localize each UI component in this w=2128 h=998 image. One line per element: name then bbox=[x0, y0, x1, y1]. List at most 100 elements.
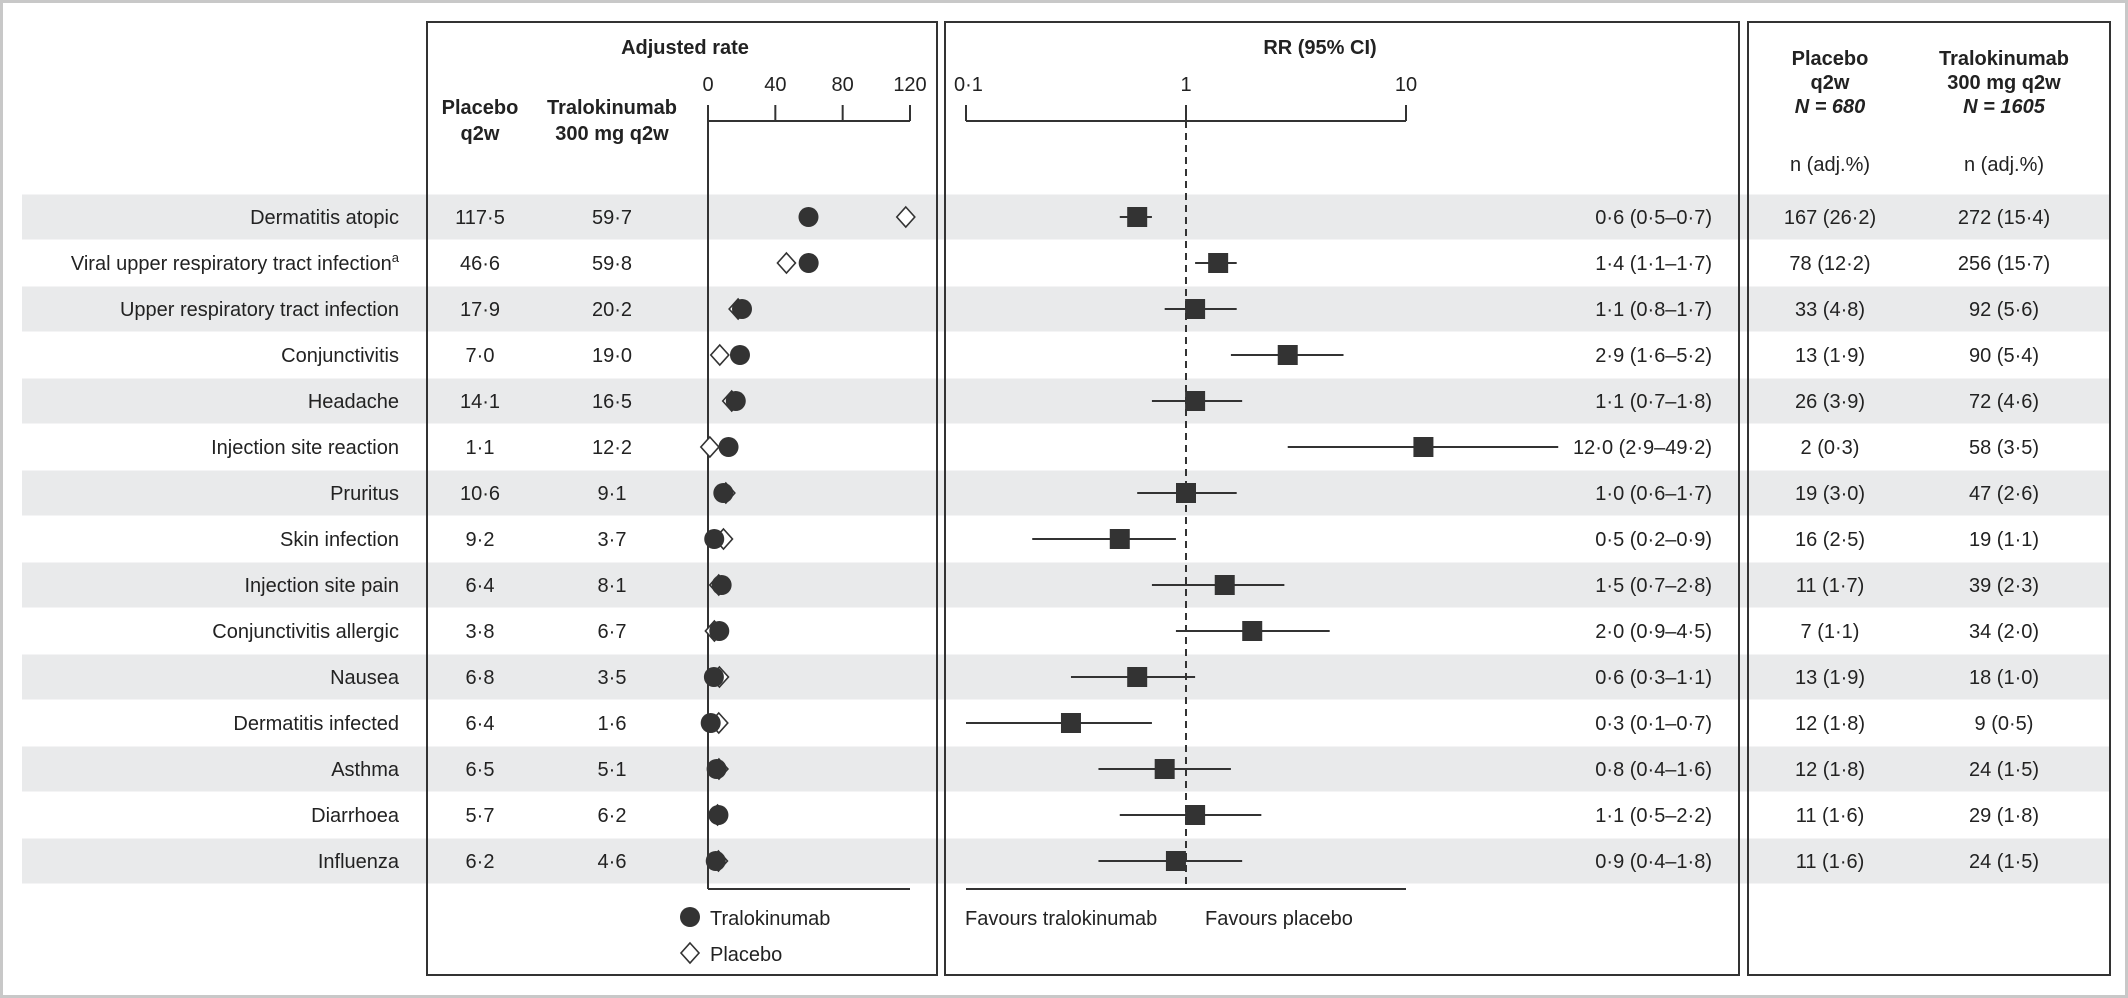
rr-estimate-square bbox=[1127, 667, 1148, 687]
tralokinumab-rate-marker bbox=[711, 575, 732, 595]
row-label: Dermatitis infected bbox=[233, 713, 399, 735]
right-tralo-header-line2: 300 mg q2w bbox=[1947, 72, 2061, 94]
tralokinumab-rate-marker bbox=[729, 345, 750, 365]
rr-ci-cell: 1·1 (0·5–2·2) bbox=[1595, 805, 1712, 827]
rr-ci-cell: 12·0 (2·9–49·2) bbox=[1573, 437, 1712, 459]
rate-panel-frame bbox=[426, 21, 938, 976]
row-label: Pruritus bbox=[330, 483, 399, 505]
row-label: Asthma bbox=[331, 759, 400, 781]
tralokinumab-rate-marker bbox=[700, 713, 721, 733]
tralo-rate-header-line2: 300 mg q2w bbox=[555, 123, 669, 145]
row-label: Diarrhoea bbox=[311, 805, 400, 827]
row-band bbox=[22, 286, 2110, 332]
row-label: Headache bbox=[308, 391, 399, 413]
tralo-n-cell: 272 (15·4) bbox=[1958, 207, 2050, 229]
rate-tick-label: 0 bbox=[702, 74, 713, 96]
tralokinumab-rate-marker bbox=[713, 483, 734, 503]
tralokinumab-rate-marker bbox=[706, 759, 727, 779]
rr-ci-cell: 0·6 (0·3–1·1) bbox=[1595, 667, 1712, 689]
row-label-text: Dermatitis atopic bbox=[250, 207, 399, 229]
rr-ci-cell: 2·0 (0·9–4·5) bbox=[1595, 621, 1712, 643]
row-label-footnote: a bbox=[392, 250, 400, 265]
placebo-rate-cell: 46·6 bbox=[460, 253, 500, 275]
placebo-rate-marker bbox=[776, 251, 797, 275]
placebo-n-cell: 16 (2·5) bbox=[1795, 529, 1865, 551]
rr-estimate-square bbox=[1154, 759, 1175, 779]
placebo-rate-cell: 5·7 bbox=[466, 805, 495, 827]
tralokinumab-rate-marker bbox=[798, 207, 819, 227]
rr-estimate-square bbox=[1208, 253, 1229, 273]
adjusted-rate-header: Adjusted rate bbox=[621, 37, 749, 59]
row-label-text: Pruritus bbox=[330, 483, 399, 505]
tralokinumab-rate-marker bbox=[732, 299, 753, 319]
placebo-rate-cell: 117·5 bbox=[455, 207, 505, 229]
row-label: Upper respiratory tract infection bbox=[120, 299, 399, 321]
placebo-n-cell: 12 (1·8) bbox=[1795, 713, 1865, 735]
rr-estimate-square bbox=[1165, 851, 1186, 871]
row-band bbox=[22, 470, 2110, 516]
placebo-rate-header-line1: Placebo bbox=[442, 97, 519, 119]
tralo-rate-cell: 4·6 bbox=[598, 851, 627, 873]
rr-estimate-square bbox=[1277, 345, 1298, 365]
tralo-rate-cell: 16·5 bbox=[592, 391, 632, 413]
placebo-rate-cell: 9·2 bbox=[466, 529, 495, 551]
placebo-rate-cell: 6·4 bbox=[466, 713, 495, 735]
tralo-rate-cell: 6·7 bbox=[598, 621, 627, 643]
tralo-n-cell: 34 (2·0) bbox=[1969, 621, 2039, 643]
row-label-text: Conjunctivitis allergic bbox=[212, 621, 399, 643]
right-placebo-header-line1: Placebo bbox=[1792, 48, 1869, 70]
rr-panel-frame bbox=[944, 21, 1740, 976]
row-label: Skin infection bbox=[280, 529, 399, 551]
counts-panel-frame bbox=[1747, 21, 2111, 976]
row-label-text: Injection site reaction bbox=[211, 437, 399, 459]
row-label-text: Dermatitis infected bbox=[233, 713, 399, 735]
rate-tick-label: 40 bbox=[764, 74, 786, 96]
row-label: Injection site reaction bbox=[211, 437, 399, 459]
tralo-rate-cell: 9·1 bbox=[598, 483, 627, 505]
placebo-n-cell: 12 (1·8) bbox=[1795, 759, 1865, 781]
row-label-text: Upper respiratory tract infection bbox=[120, 299, 399, 321]
tralo-n-cell: 92 (5·6) bbox=[1969, 299, 2039, 321]
row-label: Dermatitis atopic bbox=[250, 207, 399, 229]
rr-tick-label: 0·1 bbox=[954, 74, 983, 96]
placebo-rate-cell: 6·8 bbox=[466, 667, 495, 689]
tralo-rate-cell: 59·8 bbox=[592, 253, 632, 275]
rr-ci-cell: 1·0 (0·6–1·7) bbox=[1595, 483, 1712, 505]
row-label-text: Injection site pain bbox=[244, 575, 399, 597]
row-label-text: Influenza bbox=[318, 851, 400, 873]
tralo-rate-cell: 3·7 bbox=[598, 529, 627, 551]
tralo-rate-cell: 59·7 bbox=[592, 207, 632, 229]
placebo-rate-header-line2: q2w bbox=[461, 123, 500, 145]
placebo-rate-cell: 6·5 bbox=[466, 759, 495, 781]
rr-estimate-square bbox=[1127, 207, 1148, 227]
placebo-n-cell: 7 (1·1) bbox=[1801, 621, 1860, 643]
placebo-rate-cell: 6·2 bbox=[466, 851, 495, 873]
tralo-n-cell: 24 (1·5) bbox=[1969, 851, 2039, 873]
placebo-n-cell: 11 (1·6) bbox=[1796, 805, 1865, 827]
tralo-rate-cell: 12·2 bbox=[592, 437, 632, 459]
placebo-rate-cell: 3·8 bbox=[466, 621, 495, 643]
placebo-rate-marker bbox=[699, 435, 720, 459]
placebo-rate-marker bbox=[709, 343, 730, 367]
placebo-rate-cell: 6·4 bbox=[466, 575, 495, 597]
row-label-text: Skin infection bbox=[280, 529, 399, 551]
tralo-n-cell: 47 (2·6) bbox=[1969, 483, 2039, 505]
placebo-rate-marker bbox=[895, 205, 916, 229]
rr-ci-cell: 1·5 (0·7–2·8) bbox=[1595, 575, 1712, 597]
row-label: Influenza bbox=[318, 851, 400, 873]
tralokinumab-rate-marker bbox=[718, 437, 739, 457]
rr-ci-cell: 0·5 (0·2–0·9) bbox=[1595, 529, 1712, 551]
placebo-n-cell: 11 (1·7) bbox=[1796, 575, 1865, 597]
rr-estimate-square bbox=[1214, 575, 1235, 595]
right-tralo-n-adj: n (adj.%) bbox=[1964, 154, 2044, 176]
row-label: Injection site pain bbox=[244, 575, 399, 597]
placebo-n-cell: 33 (4·8) bbox=[1795, 299, 1865, 321]
tralo-n-cell: 72 (4·6) bbox=[1969, 391, 2039, 413]
rr-tick-label: 10 bbox=[1395, 74, 1417, 96]
row-band bbox=[22, 654, 2110, 700]
tralo-rate-cell: 20·2 bbox=[592, 299, 632, 321]
tralo-n-cell: 18 (1·0) bbox=[1969, 667, 2039, 689]
row-band bbox=[22, 746, 2110, 792]
tralo-n-cell: 90 (5·4) bbox=[1969, 345, 2039, 367]
